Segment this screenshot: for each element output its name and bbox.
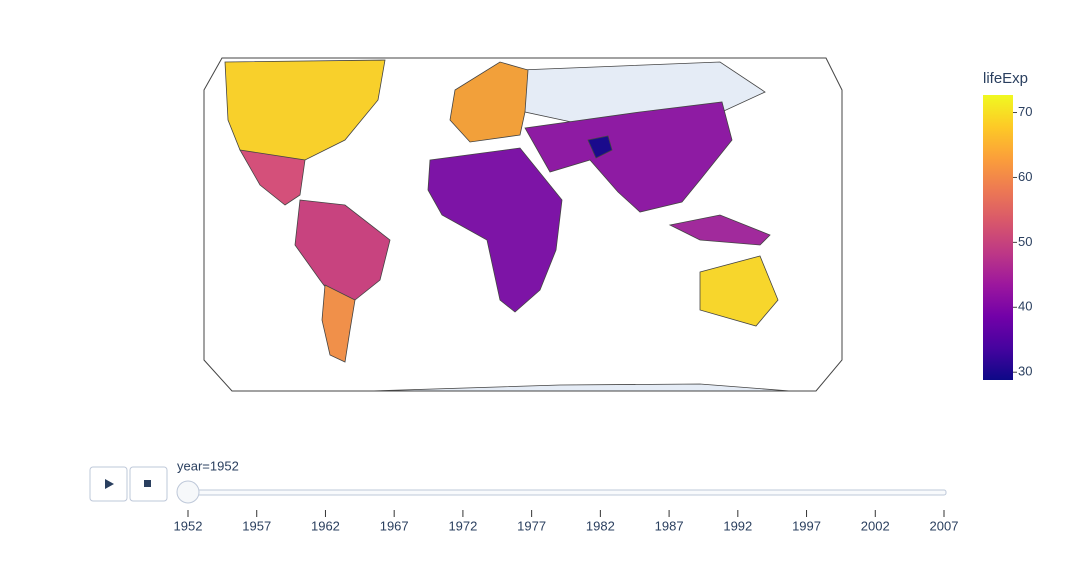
colorbar-title: lifeExp xyxy=(983,70,1028,87)
slider-step-label[interactable]: 2007 xyxy=(930,518,959,533)
slider-step-label[interactable]: 1977 xyxy=(517,518,546,533)
slider-current-value: year=1952 xyxy=(177,458,239,473)
slider-step-label[interactable]: 2002 xyxy=(861,518,890,533)
slider-step-label[interactable]: 1997 xyxy=(792,518,821,533)
north-america xyxy=(224,59,386,161)
colorbar: lifeExp 30 40 50 60 70 xyxy=(983,70,1032,380)
slider-handle[interactable] xyxy=(176,480,200,504)
afghanistan xyxy=(587,135,613,159)
slider-step-label[interactable]: 1992 xyxy=(723,518,752,533)
play-button[interactable] xyxy=(89,466,128,502)
slider-step-label[interactable]: 1987 xyxy=(655,518,684,533)
asia xyxy=(524,101,733,213)
slider-step-label[interactable]: 1962 xyxy=(311,518,340,533)
map xyxy=(224,59,791,391)
europe xyxy=(449,61,529,143)
slider-step-label[interactable]: 1982 xyxy=(586,518,615,533)
colorbar-tick-label: 50 xyxy=(1018,234,1032,249)
colorbar-tick-label: 40 xyxy=(1018,299,1032,314)
central-america xyxy=(239,149,306,206)
stop-button[interactable] xyxy=(129,466,168,502)
indonesia xyxy=(668,214,771,246)
africa xyxy=(427,147,563,313)
colorbar-tick-label: 70 xyxy=(1018,104,1032,119)
south-america xyxy=(294,199,391,301)
slider-track[interactable] xyxy=(179,489,947,496)
slider-step-label[interactable]: 1952 xyxy=(174,518,203,533)
colorbar-tick-label: 30 xyxy=(1018,364,1032,379)
australia xyxy=(699,255,779,327)
antarctica xyxy=(369,383,791,391)
slider-step-label[interactable]: 1972 xyxy=(448,518,477,533)
argentina xyxy=(321,284,356,363)
slider-step-label[interactable]: 1967 xyxy=(380,518,409,533)
slider-step-label[interactable]: 1957 xyxy=(242,518,271,533)
map-frame xyxy=(203,57,843,392)
colorbar-scale xyxy=(983,95,1013,380)
colorbar-tick-label: 60 xyxy=(1018,169,1032,184)
